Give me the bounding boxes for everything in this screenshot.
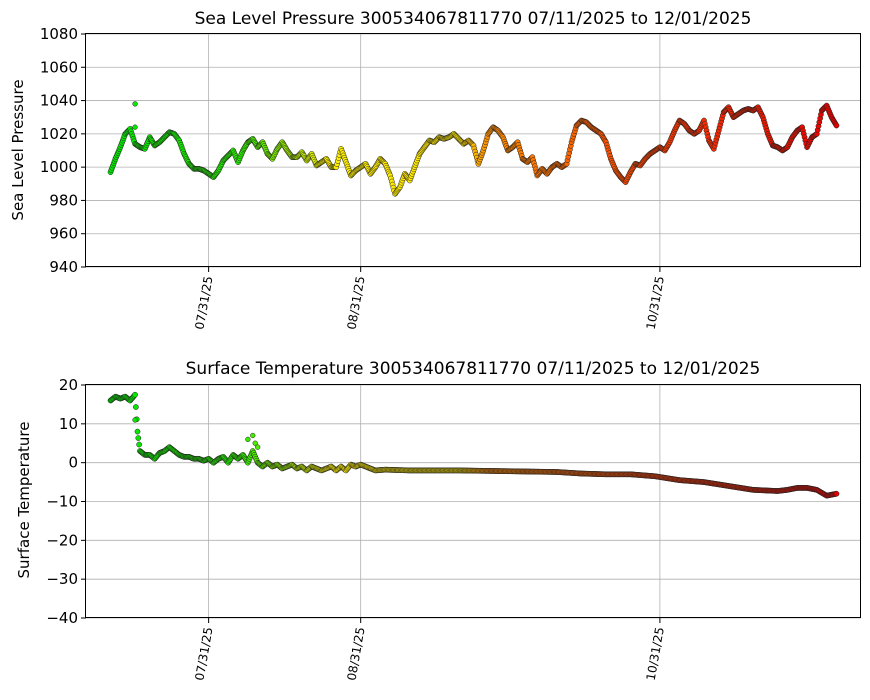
pressure-points xyxy=(107,101,840,197)
data-point xyxy=(135,435,142,441)
outlier-point xyxy=(250,432,256,439)
y-tick-label: 0 xyxy=(68,454,78,472)
x-tick-label: 10/31/25 xyxy=(644,626,667,682)
pressure-ticks: 940 960 980 1000 1020 1040 1060 1080 07/31/25 08/… xyxy=(40,25,667,331)
outlier-point xyxy=(132,101,138,107)
data-point xyxy=(833,490,840,497)
y-tick-label: 960 xyxy=(49,225,78,243)
temperature-chart-title: Surface Temperature 300534067811770 07/1… xyxy=(186,359,761,379)
outlier-point xyxy=(252,440,258,446)
pressure-chart: Sea Level Pressure 300534067811770 07/11… xyxy=(9,9,861,331)
data-point xyxy=(136,441,142,448)
y-tick-label: 1060 xyxy=(40,58,78,76)
outlier-point xyxy=(132,417,138,423)
y-tick-label: 940 xyxy=(49,258,78,276)
temperature-chart: Surface Temperature 300534067811770 07/1… xyxy=(15,359,861,682)
outlier-point xyxy=(245,436,251,443)
y-tick-label: 1080 xyxy=(40,25,78,43)
x-tick-label: 08/31/25 xyxy=(344,626,367,682)
y-tick-label: 980 xyxy=(49,191,78,209)
outlier-point xyxy=(132,124,138,130)
x-tick-label: 07/31/25 xyxy=(192,275,215,331)
y-tick-label: 10 xyxy=(59,415,78,433)
temperature-ticks: −40 −30 −20 −10 0 10 20 07/31/25 08/31/25 10/31/2… xyxy=(46,376,667,682)
outlier-point xyxy=(255,444,261,450)
pressure-plot-frame xyxy=(85,33,861,267)
y-tick-label: 20 xyxy=(59,376,78,394)
temperature-y-axis-label: Surface Temperature xyxy=(15,422,33,579)
y-tick-label: −40 xyxy=(46,609,78,627)
data-point xyxy=(134,428,141,435)
y-tick-label: 1020 xyxy=(40,125,78,143)
temperature-grid xyxy=(86,384,861,619)
y-tick-label: −20 xyxy=(46,531,78,549)
pressure-grid xyxy=(86,33,861,268)
pressure-y-axis-label: Sea Level Pressure xyxy=(9,79,27,220)
y-tick-label: −10 xyxy=(46,493,78,511)
x-tick-label: 10/31/25 xyxy=(644,275,667,331)
pressure-chart-title: Sea Level Pressure 300534067811770 07/11… xyxy=(195,9,752,29)
y-tick-label: 1040 xyxy=(40,92,78,110)
data-point xyxy=(132,391,138,398)
x-tick-label: 08/31/25 xyxy=(344,275,367,331)
x-tick-label: 07/31/25 xyxy=(192,626,215,682)
y-tick-label: −30 xyxy=(46,570,78,588)
temperature-plot-frame xyxy=(85,384,861,618)
data-point xyxy=(833,122,840,129)
data-point xyxy=(133,404,139,410)
y-tick-label: 1000 xyxy=(40,158,78,176)
temperature-points xyxy=(107,391,840,499)
